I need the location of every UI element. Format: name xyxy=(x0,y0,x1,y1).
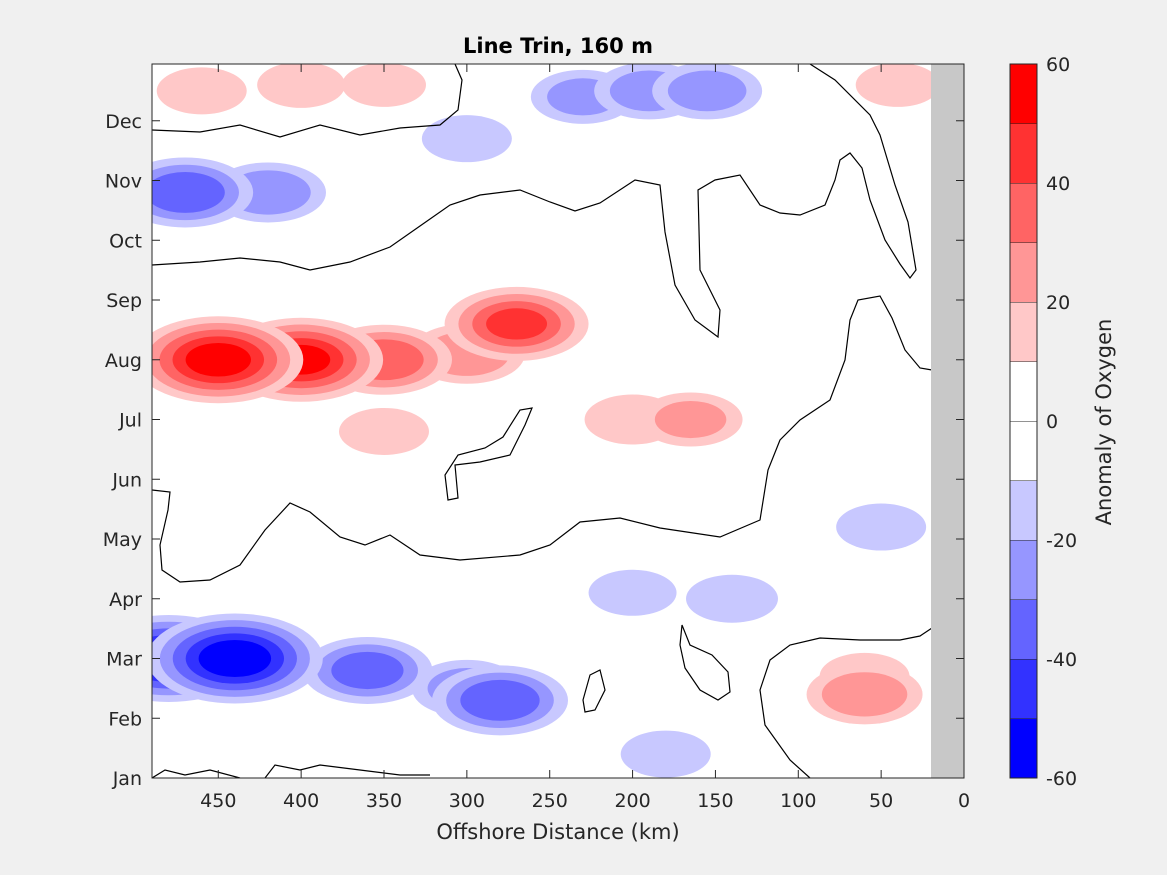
colorbar-swatch xyxy=(1010,718,1037,778)
colorbar-tick-label: 0 xyxy=(1046,411,1058,433)
masked-shelf-region xyxy=(931,64,964,778)
anomaly-patch xyxy=(667,70,747,112)
chart-title: Line Trin, 160 m xyxy=(463,34,653,58)
y-tick-label: Sep xyxy=(106,290,142,312)
colorbar-swatch xyxy=(1010,183,1037,243)
anomaly-patch xyxy=(185,343,251,377)
colorbar-swatch xyxy=(1010,64,1037,124)
colorbar-label: Anomaly of Oxygen xyxy=(1092,319,1116,526)
x-tick-label: 400 xyxy=(283,790,319,812)
x-tick-label: 200 xyxy=(614,790,650,812)
zero-contour-line xyxy=(152,769,241,778)
anomaly-patch xyxy=(339,407,429,455)
colorbar-tick-label: -20 xyxy=(1046,530,1077,552)
zero-contour-line xyxy=(264,764,430,778)
x-tick-label: 350 xyxy=(366,790,402,812)
x-tick-label: 300 xyxy=(449,790,485,812)
anomaly-patch xyxy=(342,64,426,107)
x-axis-label: Offshore Distance (km) xyxy=(436,820,679,844)
x-tick-label: 450 xyxy=(200,790,236,812)
anomaly-patch xyxy=(855,64,940,107)
colorbar-tick-label: 20 xyxy=(1046,292,1070,314)
colorbar-tick-label: 60 xyxy=(1046,54,1070,76)
anomaly-patch xyxy=(152,172,225,213)
y-tick-label: Dec xyxy=(105,111,142,133)
anomaly-patch xyxy=(654,400,727,439)
colorbar-swatch xyxy=(1010,123,1037,183)
x-tick-label: 150 xyxy=(697,790,733,812)
zero-contours xyxy=(152,64,933,778)
anomaly-patch xyxy=(460,679,540,721)
colorbar-swatch xyxy=(1010,480,1037,540)
zero-contour-line xyxy=(582,669,606,713)
colorbar-swatch xyxy=(1010,659,1037,719)
anomaly-patch xyxy=(331,651,404,690)
anomaly-patch xyxy=(836,503,927,551)
x-tick-label: 0 xyxy=(958,790,970,812)
colorbar-tick-label: 40 xyxy=(1046,173,1070,195)
anomaly-patch xyxy=(257,64,346,108)
y-tick-label: Oct xyxy=(109,230,142,252)
zero-contour-line xyxy=(152,295,933,583)
y-tick-label: May xyxy=(103,529,142,551)
x-axis: 450 400 350 300 250 200 150 100 50 0 xyxy=(200,64,970,812)
zero-contour-line xyxy=(759,627,933,778)
anomaly-patch xyxy=(486,308,548,340)
zero-contour-line xyxy=(152,64,463,138)
anomaly-patch xyxy=(198,639,272,678)
colorbar: -60 -40 -20 0 20 40 60 xyxy=(1009,54,1077,790)
colorbar-swatch xyxy=(1010,242,1037,302)
colorbar-frame xyxy=(1009,63,1038,779)
colorbar-swatch xyxy=(1010,599,1037,659)
y-tick-label: Aug xyxy=(105,350,142,372)
colorbar-tick-label: -40 xyxy=(1046,649,1077,671)
colorbar-tick-label: -60 xyxy=(1046,768,1077,790)
colorbar-swatch xyxy=(1010,421,1037,481)
anomaly-patch xyxy=(421,115,512,163)
y-tick-label: Apr xyxy=(109,589,142,611)
y-tick-label: Mar xyxy=(106,649,142,671)
y-tick-label: Nov xyxy=(105,171,142,193)
colorbar-swatch xyxy=(1010,302,1037,362)
x-tick-label: 250 xyxy=(532,790,568,812)
colorbar-swatch xyxy=(1010,540,1037,600)
zero-contour-line xyxy=(444,407,533,501)
anomaly-patch xyxy=(821,672,908,717)
colorbar-swatch xyxy=(1010,361,1037,421)
x-tick-label: 50 xyxy=(869,790,893,812)
anomaly-field xyxy=(152,64,940,778)
anomaly-patch xyxy=(588,569,677,616)
y-tick-label: Feb xyxy=(108,708,142,730)
anomaly-patch xyxy=(156,67,247,115)
y-axis: Jan Feb Mar Apr May Jun Jul Aug Sep Oct Nov Dec xyxy=(103,111,964,790)
y-tick-label: Jan xyxy=(112,768,142,790)
y-tick-label: Jul xyxy=(118,410,142,432)
y-tick-label: Jun xyxy=(111,469,142,491)
plot-frame xyxy=(151,63,965,779)
anomaly-patch xyxy=(620,730,711,778)
zero-contour-line xyxy=(152,64,917,339)
x-tick-label: 100 xyxy=(780,790,816,812)
anomaly-patch xyxy=(686,574,778,623)
zero-contour-line xyxy=(679,624,731,701)
